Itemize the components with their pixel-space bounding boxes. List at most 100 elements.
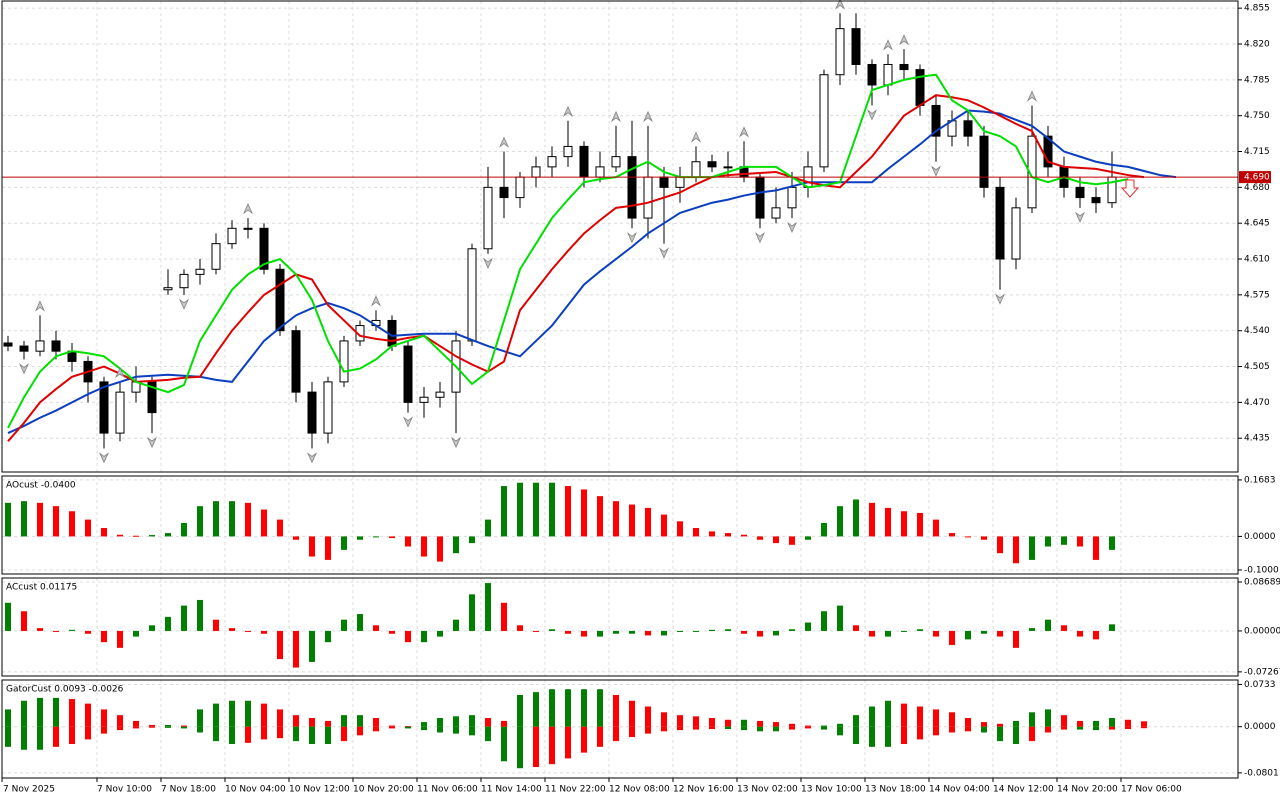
histogram-bar <box>1061 536 1067 545</box>
gator-bar <box>933 709 939 727</box>
histogram-bar <box>165 533 171 537</box>
gator-bar <box>341 715 347 727</box>
histogram-bar <box>325 630 331 643</box>
time-label: 10 Nov 04:00 <box>225 785 286 795</box>
gator-bar <box>549 726 555 765</box>
y-tick-label: 0.0733 <box>1244 680 1276 690</box>
candle-body <box>931 104 941 137</box>
histogram-bar <box>1029 628 1035 631</box>
gator-bar <box>613 694 619 727</box>
time-label: 17 Nov 06:00 <box>1121 785 1182 795</box>
fractal-down <box>179 298 189 310</box>
candle-body <box>563 145 573 158</box>
gator-bar <box>693 716 699 727</box>
histogram-bar <box>549 629 555 631</box>
candle-body <box>547 156 557 168</box>
candle-body <box>195 268 205 275</box>
histogram-bar <box>741 630 747 634</box>
fractal-down <box>19 363 29 375</box>
histogram-bar <box>53 506 59 537</box>
candle-body <box>707 161 717 168</box>
histogram-bar <box>245 630 251 632</box>
candle-body <box>3 342 13 347</box>
gator-bar <box>885 700 891 727</box>
histogram-bar <box>645 507 651 537</box>
histogram-bar <box>389 536 395 539</box>
histogram-bar <box>549 482 555 537</box>
candle-body <box>851 28 861 65</box>
candle-body <box>787 186 797 209</box>
gator-bar <box>437 718 443 727</box>
histogram-bar <box>565 486 571 537</box>
time-label: 12 Nov 16:00 <box>673 785 734 795</box>
histogram-bar <box>357 614 363 631</box>
histogram-bar <box>1045 536 1051 547</box>
gator-bar <box>725 726 731 729</box>
gator-bar <box>293 726 299 742</box>
gator-bar <box>1061 726 1067 730</box>
panel-frame <box>1 679 1239 779</box>
histogram-bar <box>533 630 539 632</box>
histogram-bar <box>757 630 763 637</box>
fractal-up <box>899 34 909 46</box>
histogram-bar <box>85 519 91 537</box>
gator-bar <box>1141 721 1147 727</box>
histogram-bar <box>517 482 523 537</box>
gator-bar <box>149 724 155 727</box>
panel-frame <box>1 0 1239 473</box>
gator-bar <box>901 703 907 727</box>
indicator-line <box>7 109 1177 435</box>
gator-bar <box>5 726 11 747</box>
gator-bar <box>389 725 395 727</box>
gator-bar <box>229 726 235 744</box>
y-tick-label: 0.0000 <box>1244 532 1276 542</box>
fractal-up <box>611 110 621 123</box>
time-label: 11 Nov 14:00 <box>481 785 542 795</box>
gator-bar <box>709 718 715 727</box>
gator-bar <box>677 715 683 727</box>
histogram-bar <box>661 514 667 537</box>
histogram-bar <box>309 536 315 557</box>
gator-bar <box>1093 726 1099 731</box>
gator-bar <box>245 700 251 727</box>
gator-bar <box>645 706 651 727</box>
candle-body <box>883 63 893 86</box>
y-tick-label: 4.575 <box>1244 290 1270 300</box>
panel-label: AOcust -0.0400 <box>6 481 76 491</box>
histogram-bar <box>69 629 75 631</box>
fractal-down <box>787 221 797 234</box>
gator-bar <box>997 723 1003 727</box>
histogram-bar <box>213 619 219 631</box>
gator-bar <box>165 726 171 728</box>
histogram-bar <box>1093 536 1099 560</box>
histogram-bar <box>277 630 283 660</box>
time-label: 14 Nov 20:00 <box>1057 785 1118 795</box>
histogram-bar <box>485 583 491 631</box>
y-tick-label: 4.785 <box>1244 75 1270 85</box>
histogram-bar <box>629 630 635 634</box>
gator-bar <box>997 726 1003 742</box>
fractal-up <box>835 0 845 10</box>
y-tick-label: 4.715 <box>1244 147 1270 157</box>
histogram-bar <box>453 536 459 554</box>
candle-body <box>979 135 989 188</box>
histogram-bar <box>229 628 235 631</box>
histogram-bar <box>997 536 1003 554</box>
gator-bar <box>181 725 187 727</box>
time-label: 13 Nov 10:00 <box>801 785 862 795</box>
gator-bar <box>421 722 427 727</box>
histogram-bar <box>469 594 475 631</box>
histogram-bar <box>133 630 139 637</box>
gator-bar <box>789 723 795 727</box>
gator-bar <box>101 709 107 727</box>
histogram-bar <box>965 536 971 538</box>
gator-bar <box>629 726 635 738</box>
candle-body <box>435 391 445 398</box>
histogram-bar <box>901 630 907 632</box>
gator-bar <box>373 718 379 727</box>
histogram-bar <box>1093 630 1099 640</box>
histogram-bar <box>981 536 987 540</box>
y-tick-label: 4.750 <box>1244 111 1270 121</box>
gator-bar <box>837 723 843 727</box>
